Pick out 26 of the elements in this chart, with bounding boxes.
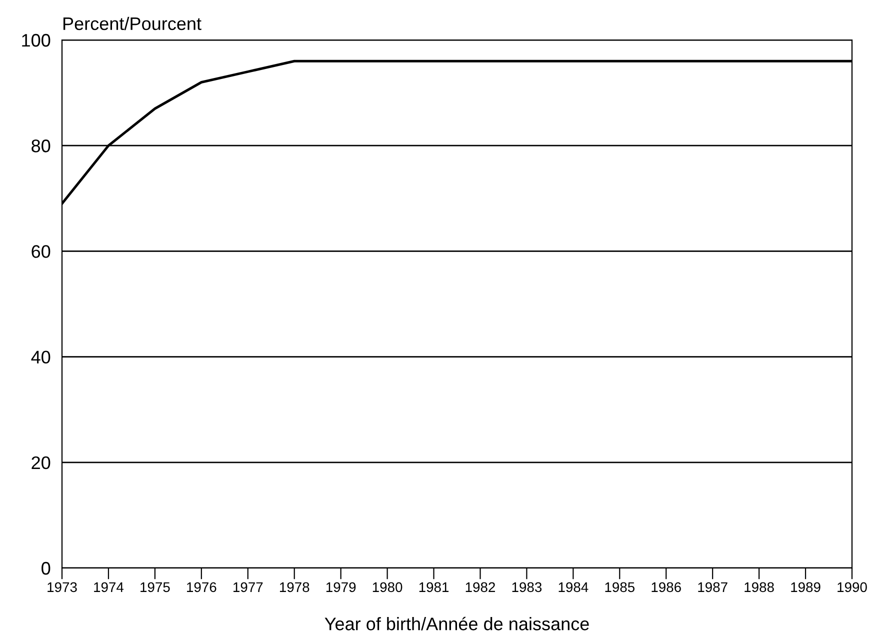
x-tick-label: 1987: [698, 582, 728, 592]
x-tick-label: 1988: [744, 582, 774, 592]
y-tick-label: 100: [22, 34, 50, 47]
x-tick-label: 1973: [48, 582, 77, 592]
x-axis-title: Year of birth/Année de naissance: [324, 616, 589, 630]
x-tick-label: 1980: [372, 582, 402, 592]
y-tick-label: 60: [32, 245, 50, 258]
y-axis-title: Percent/Pourcent: [63, 16, 202, 30]
x-tick-label: 1979: [326, 582, 356, 592]
x-tick-label: 1974: [94, 582, 124, 592]
x-tick-label: 1978: [280, 582, 310, 592]
x-tick-label: 1989: [791, 582, 820, 592]
x-tick-label: 1984: [558, 582, 588, 592]
x-tick-label: 1983: [512, 582, 542, 592]
y-tick-label: 0: [42, 562, 50, 575]
x-tick-label: 1985: [605, 582, 635, 592]
x-tick-label: 1977: [233, 582, 263, 592]
x-tick-label: 1990: [838, 582, 867, 592]
x-tick-label: 1975: [140, 582, 170, 592]
x-tick-label: 1976: [187, 582, 216, 592]
x-tick-label: 1986: [652, 582, 681, 592]
y-tick-label: 20: [32, 456, 50, 470]
y-tick-label: 40: [31, 350, 50, 364]
y-tick-label: 80: [32, 140, 50, 152]
x-tick-label: 1982: [466, 582, 495, 592]
x-tick-label: 1981: [419, 582, 449, 592]
